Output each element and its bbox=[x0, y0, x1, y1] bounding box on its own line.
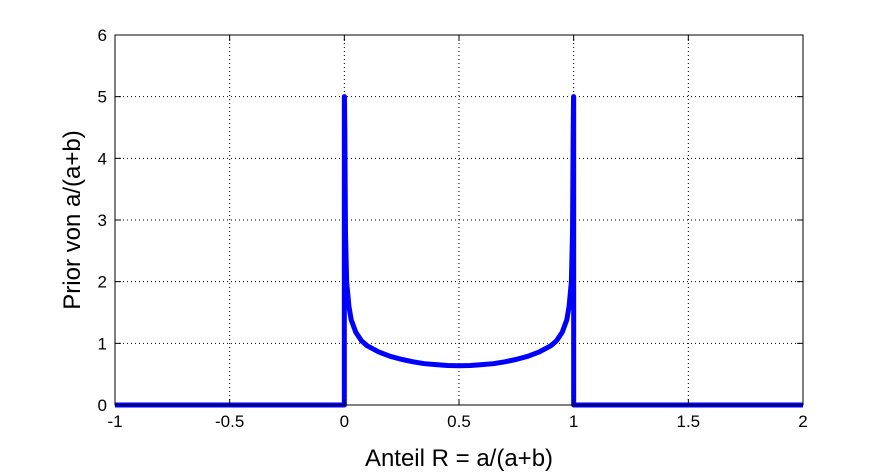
y-axis-label: Prior von a/(a+b) bbox=[59, 130, 86, 309]
x-tick-label: 1 bbox=[569, 412, 578, 431]
y-tick-label: 6 bbox=[98, 26, 107, 45]
x-tick-label: 1.5 bbox=[677, 412, 701, 431]
tick-marks bbox=[114, 34, 804, 406]
series-layer bbox=[115, 94, 803, 408]
x-tick-labels: -1 -0.5 0 0.5 1 1.5 2 bbox=[107, 412, 807, 431]
y-tick-labels: 0 1 2 3 4 5 6 bbox=[98, 26, 107, 415]
x-tick-label: 0.5 bbox=[447, 412, 471, 431]
y-tick-label: 5 bbox=[98, 88, 107, 107]
x-tick-label: -0.5 bbox=[215, 412, 244, 431]
y-tick-label: 1 bbox=[98, 334, 107, 353]
y-tick-label: 0 bbox=[98, 396, 107, 415]
y-tick-label: 3 bbox=[98, 211, 107, 230]
y-tick-label: 4 bbox=[98, 149, 107, 168]
series-line bbox=[115, 94, 803, 408]
x-tick-label: 0 bbox=[340, 412, 349, 431]
x-tick-label: -1 bbox=[107, 412, 122, 431]
x-axis-label: Anteil R = a/(a+b) bbox=[365, 445, 553, 472]
y-tick-label: 2 bbox=[98, 273, 107, 292]
x-tick-label: 2 bbox=[798, 412, 807, 431]
